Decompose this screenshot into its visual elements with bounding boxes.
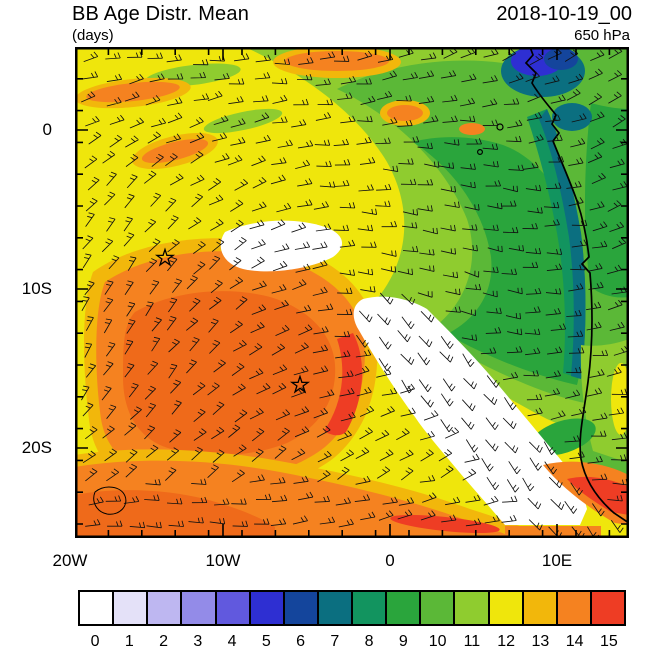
colorbar-segment-5 xyxy=(248,592,283,624)
plot-title: BB Age Distr. Mean xyxy=(72,3,250,25)
colorbar-segment-15 xyxy=(589,592,624,624)
colorbar-segment-3 xyxy=(180,592,215,624)
colorbar-tick-label: 3 xyxy=(193,633,203,650)
fill-region-plume-core xyxy=(123,291,336,456)
axis-ticks xyxy=(76,48,628,537)
fill-region-blue-patch-navy xyxy=(544,48,578,70)
star-marker-2 xyxy=(289,374,311,394)
colorbar-tick-label: 14 xyxy=(565,633,584,650)
plot-units-label: (days) xyxy=(72,27,114,44)
plot-level: 650 hPa xyxy=(574,27,630,44)
plot-border xyxy=(75,47,629,538)
fill-region-fresh-band xyxy=(353,296,587,525)
colorbar xyxy=(78,590,626,626)
fill-region-teal-spot xyxy=(552,103,592,131)
fill-region-land-yellow-sliver xyxy=(611,363,629,435)
colorbar-tick-label: 10 xyxy=(428,633,447,650)
coastline xyxy=(524,47,629,524)
colorbar-segment-8 xyxy=(351,592,386,624)
fill-region-south-band-red-streak xyxy=(390,514,500,534)
fill-region-deep-green xyxy=(413,137,585,385)
colorbar-tick-label: 6 xyxy=(296,633,306,650)
colorbar-tick-label: 9 xyxy=(398,633,408,650)
colorbar-segment-6 xyxy=(282,592,317,624)
colorbar-tick-label: 2 xyxy=(159,633,169,650)
fill-region-plume-red-fringe xyxy=(324,333,363,436)
fill-region-south-band-core xyxy=(75,490,275,538)
colorbar-segment-13 xyxy=(521,592,556,624)
plot-datetime: 2018-10-19_00 xyxy=(496,3,632,25)
colorbar-segment-9 xyxy=(385,592,420,624)
colorbar-segment-7 xyxy=(316,592,351,624)
fill-region-orange-streak-2 xyxy=(141,139,209,163)
contour-swirl xyxy=(93,486,127,515)
colorbar-segment-11 xyxy=(453,592,488,624)
colorbar-tick-label: 13 xyxy=(531,633,550,650)
fill-region-land-green xyxy=(585,103,629,298)
colorbar-tick-label: 4 xyxy=(227,633,237,650)
fill-region-orange-spot xyxy=(387,105,423,121)
map-canvas xyxy=(75,47,629,538)
y-axis-label-20s: 20S xyxy=(21,438,52,457)
colorbar-tick-label: 15 xyxy=(599,633,618,650)
colorbar-segment-1 xyxy=(112,592,147,624)
colorbar-tick-label: 7 xyxy=(330,633,340,650)
fill-region-coastal-teal xyxy=(539,109,586,379)
fill-region-orange-speck xyxy=(459,123,485,135)
x-axis-label-20w: 20W xyxy=(52,551,88,570)
y-axis-label-10s: 10S xyxy=(21,279,52,298)
colorbar-labels: 0 1 2 3 4 5 6 7 8 9 10 11 12 13 14 15 xyxy=(78,633,626,651)
fill-region-orange-streak-1 xyxy=(86,81,180,103)
star-marker-1 xyxy=(154,247,176,267)
y-axis-label-0: 0 xyxy=(42,120,52,139)
fill-region-coastal-seagreen xyxy=(527,109,586,379)
x-axis-label-10w: 10W xyxy=(205,551,241,570)
fill-region-fresh-blotch xyxy=(220,220,343,272)
star-markers xyxy=(154,247,311,394)
colorbar-tick-label: 1 xyxy=(124,633,134,650)
island-outline-2 xyxy=(477,148,484,155)
island-outline-1 xyxy=(496,123,504,131)
wind-barbs xyxy=(81,47,629,538)
x-axis-label-0: 0 xyxy=(385,551,395,570)
colorbar-tick-label: 12 xyxy=(497,633,516,650)
colorbar-tick-label: 8 xyxy=(364,633,374,650)
colorbar-segment-2 xyxy=(146,592,181,624)
colorbar-segment-14 xyxy=(555,592,590,624)
colorbar-segment-10 xyxy=(419,592,454,624)
colorbar-tick-label: 5 xyxy=(261,633,271,650)
colorbar-segment-12 xyxy=(487,592,522,624)
colorbar-tick-label: 11 xyxy=(463,633,481,650)
map-plot xyxy=(75,47,629,538)
x-axis-label-10e: 10E xyxy=(541,551,573,570)
colorbar-tick-label: 0 xyxy=(90,633,100,650)
colorbar-segment-4 xyxy=(214,592,249,624)
colorbar-segment-0 xyxy=(80,592,113,624)
